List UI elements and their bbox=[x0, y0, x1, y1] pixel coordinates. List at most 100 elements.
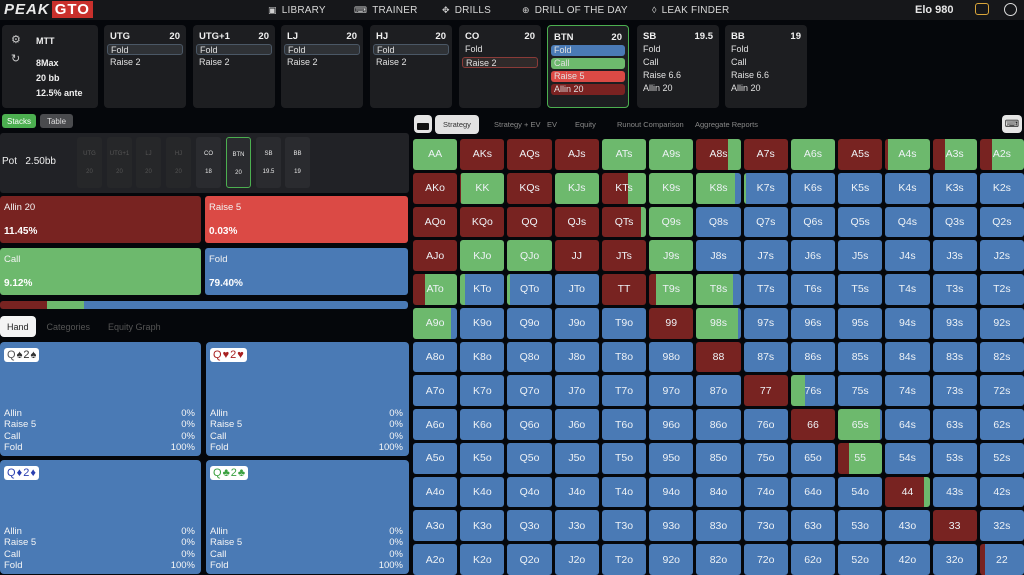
hand-cell-52o[interactable]: 52o bbox=[838, 544, 883, 575]
hand-cell-65s[interactable]: 65s bbox=[838, 409, 883, 440]
hand-cell-A3s[interactable]: A3s bbox=[932, 139, 977, 170]
tab-aggregate-reports[interactable]: Aggregate Reports bbox=[695, 120, 758, 129]
hand-cell-K8s[interactable]: K8s bbox=[696, 172, 741, 204]
hand-combo-card[interactable]: Q ♣ 2 ♣ Allin 0% Raise 5 0% Call 0% Fold 100% bbox=[206, 460, 409, 574]
hand-cell-Q2o[interactable]: Q2o bbox=[507, 544, 552, 575]
hand-cell-T4o[interactable]: T4o bbox=[601, 476, 647, 508]
hand-cell-T7o[interactable]: T7o bbox=[601, 375, 647, 407]
hand-cell-32s[interactable]: 32s bbox=[979, 510, 1024, 542]
hand-cell-A6s[interactable]: A6s bbox=[790, 139, 836, 170]
action-option[interactable]: Fold bbox=[643, 44, 661, 54]
tab-hand[interactable]: Hand bbox=[0, 316, 36, 337]
hand-cell-J2o[interactable]: J2o bbox=[554, 544, 599, 575]
hand-cell-63s[interactable]: 63s bbox=[932, 409, 977, 440]
hand-cell-QJo[interactable]: QJo bbox=[507, 240, 552, 272]
hand-cell-KQo[interactable]: KQo bbox=[460, 206, 505, 238]
action-option[interactable]: Raise 2 bbox=[376, 57, 407, 67]
hand-cell-42o[interactable]: 42o bbox=[885, 544, 930, 575]
hand-cell-T8s[interactable]: T8s bbox=[696, 274, 741, 305]
hand-cell-J6o[interactable]: J6o bbox=[554, 409, 599, 440]
hand-cell-98o[interactable]: 98o bbox=[649, 341, 694, 373]
hand-cell-K7o[interactable]: K7o bbox=[460, 375, 505, 407]
hand-cell-82s[interactable]: 82s bbox=[979, 341, 1024, 373]
hand-cell-85o[interactable]: 85o bbox=[696, 442, 741, 474]
action-summary-raise-5[interactable]: Raise 5 0.03% bbox=[205, 196, 408, 243]
hand-cell-98s[interactable]: 98s bbox=[696, 307, 741, 339]
hand-cell-A3o[interactable]: A3o bbox=[413, 510, 458, 542]
hand-cell-JTs[interactable]: JTs bbox=[601, 240, 647, 272]
position-card-hj[interactable]: HJ 20 Fold Raise 2 bbox=[370, 25, 452, 108]
hand-cell-97o[interactable]: 97o bbox=[649, 375, 694, 407]
hand-cell-KK[interactable]: KK bbox=[460, 172, 505, 204]
hand-cell-Q7s[interactable]: Q7s bbox=[743, 206, 788, 238]
hand-cell-93o[interactable]: 93o bbox=[649, 510, 694, 542]
hand-cell-Q4s[interactable]: Q4s bbox=[885, 206, 930, 238]
hand-cell-65o[interactable]: 65o bbox=[790, 442, 836, 474]
position-card-bb[interactable]: BB 19 Fold Call Raise 6.6 Allin 20 bbox=[725, 25, 807, 108]
hand-cell-Q9o[interactable]: Q9o bbox=[507, 307, 552, 339]
hand-cell-K9s[interactable]: K9s bbox=[649, 172, 694, 204]
nav-library[interactable]: ▣ LIBRARY bbox=[268, 4, 326, 16]
position-card-btn[interactable]: BTN 20 Fold Call Raise 5 Allin 20 bbox=[547, 25, 629, 108]
hand-cell-A4s[interactable]: A4s bbox=[885, 139, 930, 170]
hand-cell-QJs[interactable]: QJs bbox=[554, 206, 599, 238]
action-option[interactable]: Fold bbox=[107, 44, 183, 55]
hand-cell-J5s[interactable]: J5s bbox=[838, 240, 883, 272]
nav-leak-finder[interactable]: ◊ LEAK FINDER bbox=[652, 4, 730, 16]
hand-cell-K6o[interactable]: K6o bbox=[460, 409, 505, 440]
hand-cell-86o[interactable]: 86o bbox=[696, 409, 741, 440]
hand-cell-Q8o[interactable]: Q8o bbox=[507, 341, 552, 373]
hand-cell-75o[interactable]: 75o bbox=[743, 442, 788, 474]
action-option[interactable]: Fold bbox=[373, 44, 449, 55]
hand-cell-J5o[interactable]: J5o bbox=[554, 442, 599, 474]
hand-cell-K3o[interactable]: K3o bbox=[460, 510, 505, 542]
hand-cell-87s[interactable]: 87s bbox=[743, 341, 788, 373]
hand-cell-42s[interactable]: 42s bbox=[979, 476, 1024, 508]
action-option[interactable]: Fold bbox=[731, 44, 749, 54]
hand-cell-95s[interactable]: 95s bbox=[838, 307, 883, 339]
hand-cell-TT[interactable]: TT bbox=[601, 274, 647, 305]
hand-cell-T4s[interactable]: T4s bbox=[885, 274, 930, 305]
action-option[interactable]: Raise 6.6 bbox=[731, 70, 770, 80]
hand-cell-84s[interactable]: 84s bbox=[885, 341, 930, 373]
hand-cell-J6s[interactable]: J6s bbox=[790, 240, 836, 272]
hand-cell-A8s[interactable]: A8s bbox=[696, 139, 741, 170]
stacks-toggle-button[interactable]: Stacks bbox=[2, 114, 36, 128]
hand-cell-Q4o[interactable]: Q4o bbox=[507, 476, 552, 508]
hand-cell-A7s[interactable]: A7s bbox=[743, 139, 788, 170]
hand-cell-95o[interactable]: 95o bbox=[649, 442, 694, 474]
hand-cell-75s[interactable]: 75s bbox=[838, 375, 883, 407]
hand-cell-J8s[interactable]: J8s bbox=[696, 240, 741, 272]
hand-cell-83o[interactable]: 83o bbox=[696, 510, 741, 542]
hand-cell-22[interactable]: 22 bbox=[979, 544, 1024, 575]
action-option[interactable]: Raise 2 bbox=[199, 57, 230, 67]
hand-cell-62o[interactable]: 62o bbox=[790, 544, 836, 575]
position-card-sb[interactable]: SB 19.5 Fold Call Raise 6.6 Allin 20 bbox=[637, 25, 719, 108]
hand-cell-KQs[interactable]: KQs bbox=[507, 172, 552, 204]
hand-cell-93s[interactable]: 93s bbox=[932, 307, 977, 339]
gamepad-icon[interactable]: ⌨ bbox=[1002, 115, 1022, 133]
hand-cell-KTs[interactable]: KTs bbox=[601, 172, 647, 204]
action-summary-allin-20[interactable]: Allin 20 11.45% bbox=[0, 196, 201, 243]
hand-cell-76s[interactable]: 76s bbox=[790, 375, 836, 407]
hand-cell-85s[interactable]: 85s bbox=[838, 341, 883, 373]
hand-combo-card[interactable]: Q ♠ 2 ♠ Allin 0% Raise 5 0% Call 0% Fold 100% bbox=[0, 342, 201, 456]
hand-cell-ATo[interactable]: ATo bbox=[413, 274, 458, 305]
position-card-lj[interactable]: LJ 20 Fold Raise 2 bbox=[281, 25, 363, 108]
hand-cell-K2o[interactable]: K2o bbox=[460, 544, 505, 575]
hand-cell-QTo[interactable]: QTo bbox=[507, 274, 552, 305]
hand-cell-A2s[interactable]: A2s bbox=[979, 139, 1024, 170]
seat-bb[interactable]: BB 19 bbox=[285, 137, 310, 188]
hand-cell-JTo[interactable]: JTo bbox=[554, 274, 599, 305]
hand-cell-88[interactable]: 88 bbox=[696, 341, 741, 373]
hand-cell-99[interactable]: 99 bbox=[649, 307, 694, 339]
hand-cell-T7s[interactable]: T7s bbox=[743, 274, 788, 305]
hand-combo-card[interactable]: Q ♦ 2 ♦ Allin 0% Raise 5 0% Call 0% Fold 100% bbox=[0, 460, 201, 574]
hand-cell-J3s[interactable]: J3s bbox=[932, 240, 977, 272]
nav-drill-of-the-day[interactable]: ⊕ DRILL OF THE DAY bbox=[522, 4, 628, 16]
logo[interactable]: PEAK GTO bbox=[4, 1, 93, 18]
action-summary-fold[interactable]: Fold 79.40% bbox=[205, 248, 408, 295]
hand-cell-A5s[interactable]: A5s bbox=[838, 139, 883, 170]
hand-cell-J8o[interactable]: J8o bbox=[554, 341, 599, 373]
hand-cell-32o[interactable]: 32o bbox=[932, 544, 977, 575]
